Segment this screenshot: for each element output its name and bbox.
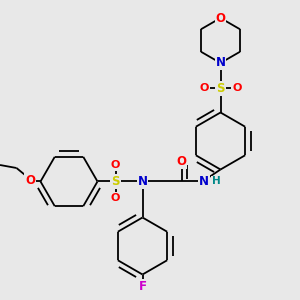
Text: S: S bbox=[216, 82, 225, 95]
Text: O: O bbox=[232, 83, 242, 94]
Text: O: O bbox=[176, 155, 187, 169]
Text: O: O bbox=[111, 193, 120, 203]
Text: N: N bbox=[137, 175, 148, 188]
Text: H: H bbox=[212, 176, 220, 187]
Text: S: S bbox=[111, 175, 120, 188]
Text: F: F bbox=[139, 280, 146, 293]
Text: N: N bbox=[199, 175, 209, 188]
Text: O: O bbox=[199, 83, 209, 94]
Text: O: O bbox=[111, 160, 120, 170]
Text: O: O bbox=[25, 174, 35, 188]
Text: O: O bbox=[215, 11, 226, 25]
Text: N: N bbox=[215, 56, 226, 70]
